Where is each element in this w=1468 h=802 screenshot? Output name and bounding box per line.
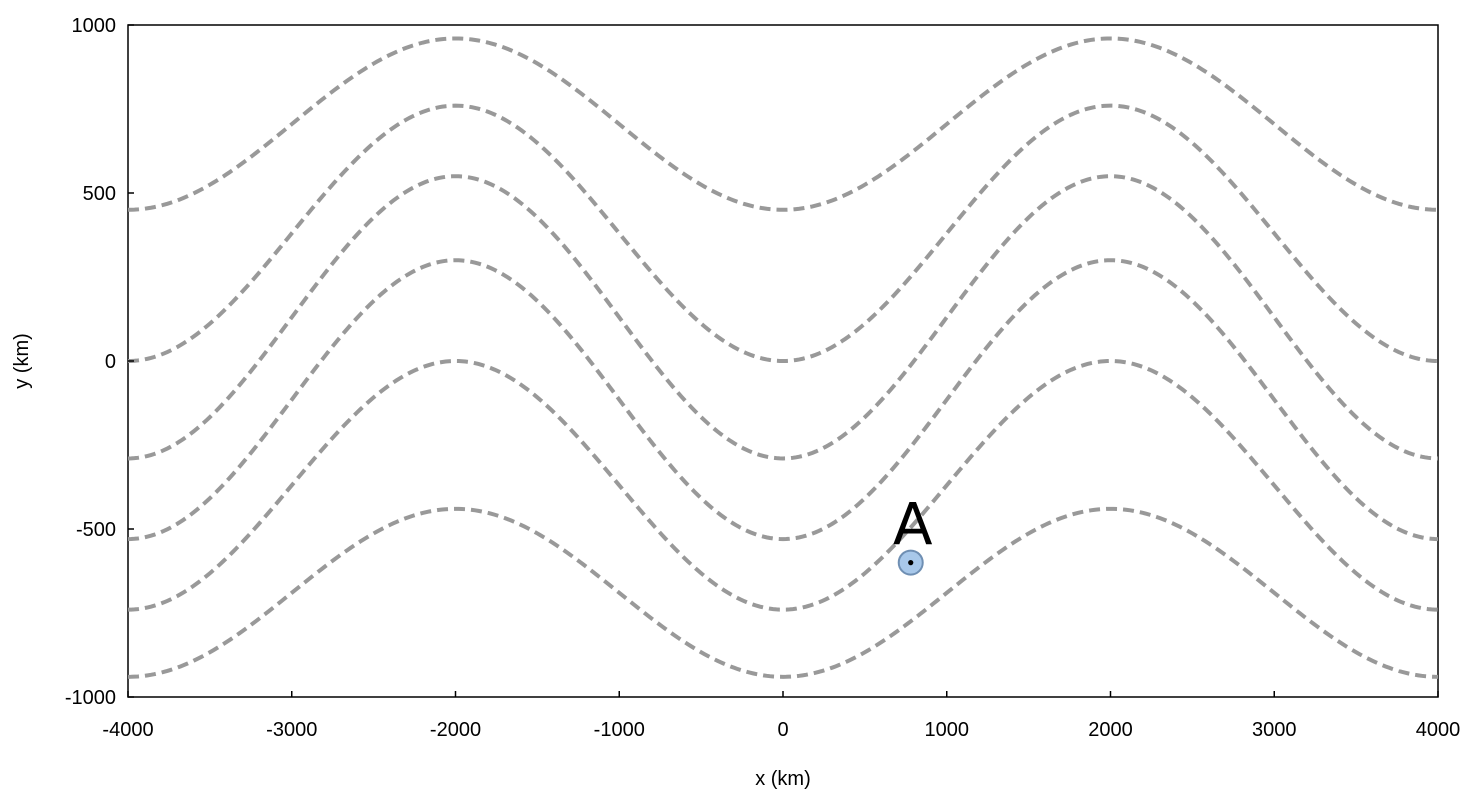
point-label: A (893, 491, 933, 559)
point-a: A (893, 491, 933, 576)
x-tick-label: 3000 (1252, 719, 1297, 741)
y-axis-label: y (km) (11, 333, 33, 389)
y-axis-ticks: 1000 500 0 -500 -1000 (65, 15, 134, 709)
x-tick-label: -2000 (430, 719, 481, 741)
series-layer (127, 36, 1439, 679)
x-axis-label: x (km) (755, 768, 811, 790)
x-tick-label: 0 (777, 719, 788, 741)
points-layer: A (893, 491, 933, 576)
contour-line-5 (127, 358, 1439, 612)
x-tick-label: 2000 (1088, 719, 1133, 741)
contour-line-2 (127, 103, 1439, 364)
x-tick-label: -4000 (102, 719, 153, 741)
y-tick-label: 500 (83, 183, 116, 205)
contour-line-4 (127, 258, 1439, 542)
x-tick-label: -3000 (266, 719, 317, 741)
y-tick-label: -1000 (65, 687, 116, 709)
contour-line-1 (127, 36, 1439, 212)
y-tick-label: 0 (105, 351, 116, 373)
contour-line-6 (127, 506, 1439, 679)
contour-line-3 (127, 174, 1439, 461)
point-center-dot (908, 560, 914, 566)
y-tick-label: 1000 (72, 15, 117, 37)
x-tick-label: 1000 (925, 719, 970, 741)
x-tick-label: 4000 (1416, 719, 1461, 741)
x-tick-label: -1000 (594, 719, 645, 741)
y-tick-label: -500 (76, 519, 116, 541)
x-axis-ticks: -4000 -3000 -2000 -1000 0 1000 2000 3000 4000 (102, 691, 1460, 741)
